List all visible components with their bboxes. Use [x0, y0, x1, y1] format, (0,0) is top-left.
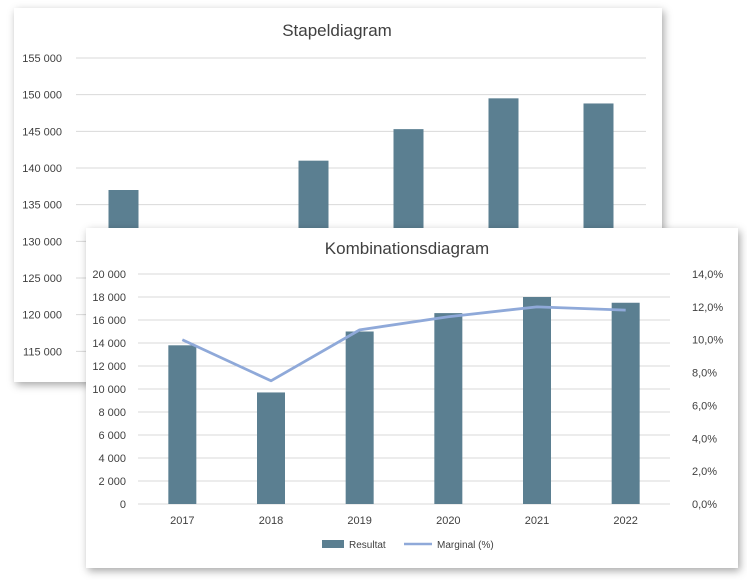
y-tick-label: 8 000: [98, 407, 126, 419]
y-tick-label: 130 000: [22, 236, 62, 248]
bar-resultat-2019: [345, 331, 374, 504]
x-tick-label: 2019: [347, 515, 371, 527]
y-tick-label: 18 000: [92, 292, 126, 304]
y-tick-label: 2 000: [98, 476, 126, 488]
x-tick-label: 2017: [170, 515, 194, 527]
bar-resultat-2022: [611, 302, 640, 504]
y-tick-label: 14 000: [92, 338, 126, 350]
y-tick-label: 20 000: [92, 269, 126, 281]
line-marginal: [181, 305, 626, 383]
y-tick-label: 0: [120, 499, 126, 511]
x-tick-label: 2022: [613, 515, 637, 527]
legend-label-marginal: Marginal (%): [437, 540, 494, 551]
chart-title: Kombinationsdiagram: [325, 239, 489, 258]
y2-tick-label: 10,0%: [692, 335, 723, 347]
y-tick-label: 145 000: [22, 126, 62, 138]
y-tick-label: 135 000: [22, 200, 62, 212]
combination-chart-card: Kombinationsdiagram 20 000 18 000 16 000 14…: [86, 228, 738, 568]
chart-title: Stapeldiagram: [282, 21, 392, 40]
y2-tick-label: 12,0%: [692, 302, 723, 314]
x-tick-label: 2018: [259, 515, 283, 527]
x-tick-label: 2020: [436, 515, 460, 527]
y2-tick-label: 8,0%: [692, 368, 717, 380]
bar-resultat-2018: [257, 392, 285, 504]
y-tick-label: 6 000: [98, 430, 126, 442]
legend-label-resultat: Resultat: [349, 540, 386, 551]
bar-resultat-2021: [523, 297, 551, 504]
bar-resultat-2020: [434, 313, 463, 504]
y-tick-label: 12 000: [92, 361, 126, 373]
x-tick-label: 2021: [525, 515, 549, 527]
y-tick-label: 4 000: [98, 453, 126, 465]
y2-tick-label: 14,0%: [692, 269, 723, 281]
y2-tick-label: 4,0%: [692, 433, 717, 445]
y2-tick-label: 2,0%: [692, 466, 717, 478]
y-tick-label: 150 000: [22, 90, 62, 102]
y-tick-label: 125 000: [22, 273, 62, 285]
y2-tick-label: 0,0%: [692, 499, 717, 511]
y2-tick-label: 6,0%: [692, 400, 717, 412]
y-tick-label: 120 000: [22, 310, 62, 322]
y-tick-label: 115 000: [23, 346, 62, 358]
y-tick-label: 140 000: [22, 163, 62, 175]
bar-resultat-2017: [168, 345, 197, 504]
legend-swatch-resultat: [322, 540, 344, 548]
y-tick-label: 155 000: [22, 53, 62, 65]
kombinationsdiagram-chart: Kombinationsdiagram 20 000 18 000 16 000 14…: [92, 239, 723, 551]
y-tick-label: 10 000: [92, 384, 126, 396]
y-tick-label: 16 000: [92, 315, 126, 327]
